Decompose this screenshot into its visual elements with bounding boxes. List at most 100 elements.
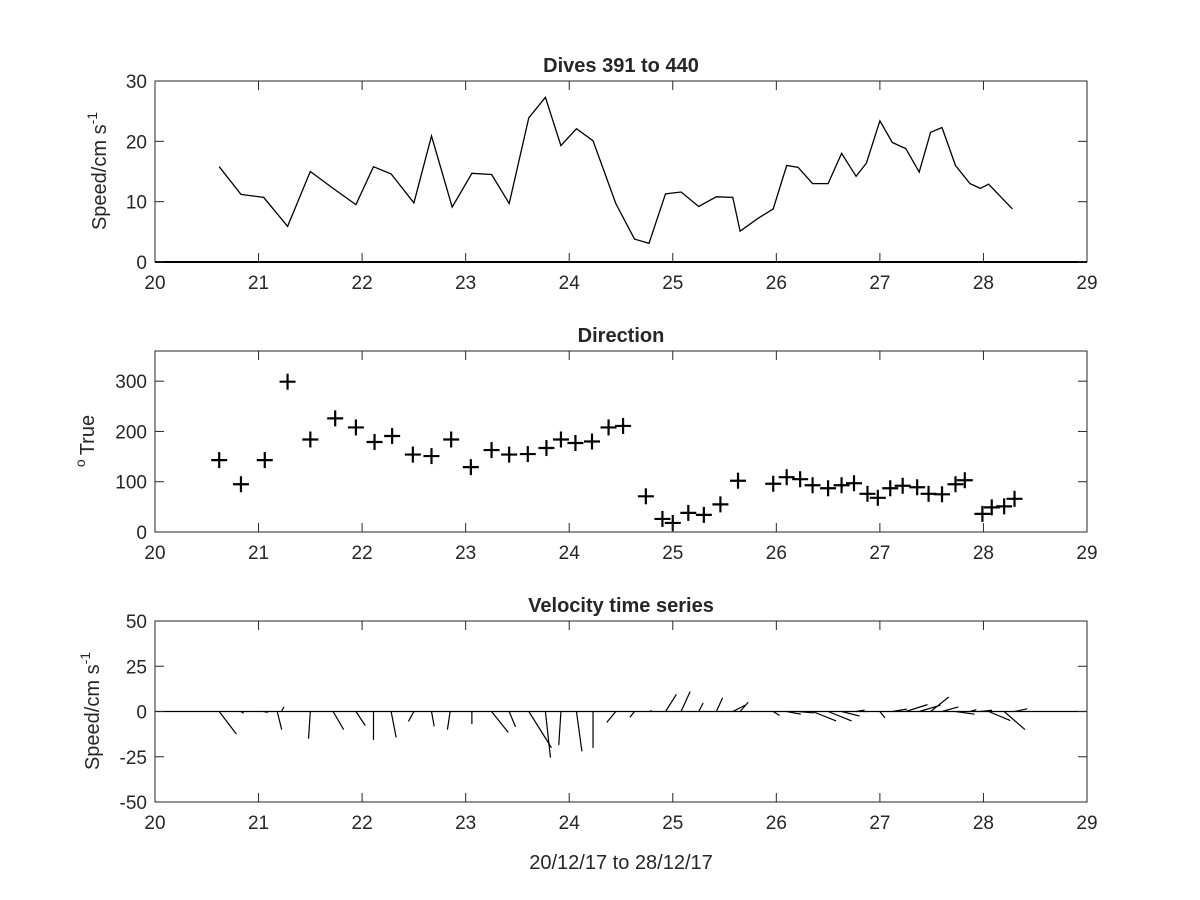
velocity-panel: 20 21 22 23 24 25 26 27 28 29 -50 -25 0 25 50 Velocity… [77, 595, 1098, 874]
velocity-stick [390, 711, 397, 738]
y-tick-label: 30 [126, 72, 147, 93]
direction-marker [384, 427, 401, 444]
direction-marker [712, 496, 729, 513]
direction-marker [404, 446, 421, 463]
direction-marker [833, 477, 850, 494]
direction-marker [956, 472, 973, 489]
x-tick-label: 23 [455, 813, 476, 834]
direction-marker [778, 469, 795, 486]
direction-marker [859, 485, 876, 502]
x-tick-label: 25 [662, 273, 683, 294]
y-tick-label: 0 [136, 703, 147, 724]
direction-marker [366, 434, 383, 451]
x-tick-label: 24 [559, 543, 581, 564]
x-tick-label: 21 [248, 543, 269, 564]
velocity-stick [698, 702, 704, 712]
x-tick-label: 27 [869, 543, 890, 564]
x-tick-label: 22 [352, 543, 373, 564]
x-tick-label: 26 [766, 813, 787, 834]
velocity-stick [969, 709, 977, 713]
y-tick-label: 25 [126, 657, 147, 678]
velocity-stick [955, 710, 975, 715]
velocity-stick [798, 710, 814, 714]
velocity-stick [855, 709, 865, 713]
y-tick-label: 0 [136, 523, 147, 544]
direction-marker [462, 459, 479, 476]
velocity-stick [307, 711, 311, 739]
direction-marker [1006, 490, 1023, 507]
direction-y-axis-label: o True [72, 415, 99, 467]
x-tick-label: 29 [1076, 543, 1097, 564]
direction-ticks: 20 21 22 23 24 25 26 27 28 29 0 100 200 300 [115, 351, 1098, 564]
direction-axes-box [154, 350, 1088, 533]
direction-marker [920, 485, 937, 502]
direction-chart-title: Direction [578, 325, 665, 347]
direction-marker [483, 442, 500, 459]
velocity-stick [276, 711, 283, 730]
velocity-stick [905, 704, 928, 713]
direction-marker [680, 504, 697, 521]
y-tick-label: 20 [126, 132, 147, 153]
x-tick-label: 21 [248, 813, 269, 834]
direction-marker [882, 480, 899, 497]
speed-y-axis-label-text: Speed/cm s [89, 124, 111, 230]
speed-ticks: 20 21 22 23 24 25 26 27 28 29 0 10 20 30 [126, 72, 1098, 294]
direction-marker [232, 476, 249, 493]
direction-marker [637, 488, 654, 505]
direction-marker [327, 410, 344, 427]
direction-marker [600, 419, 617, 436]
velocity-stick [446, 711, 451, 730]
direction-marker [792, 471, 809, 488]
direction-marker [423, 448, 440, 465]
x-tick-label: 20 [144, 813, 165, 834]
direction-marker [996, 498, 1013, 515]
y-tick-label: 0 [136, 253, 147, 274]
velocity-y-axis-label-superscript: -1 [77, 652, 93, 665]
velocity-stick [892, 708, 907, 713]
direction-marker [501, 446, 518, 463]
direction-y-axis-label-prefix: o [72, 459, 88, 467]
direction-panel: 20 21 22 23 24 25 26 27 28 29 0 100 200 300 Direction… [72, 325, 1098, 564]
x-tick-label: 27 [869, 273, 890, 294]
x-tick-label: 26 [766, 543, 787, 564]
y-tick-label: -25 [120, 748, 147, 769]
direction-marker [347, 419, 364, 436]
direction-marker [584, 433, 601, 450]
speed-axes-box [154, 80, 1088, 263]
velocity-stick [407, 711, 415, 722]
y-tick-label: 300 [115, 372, 147, 393]
direction-marker [552, 431, 569, 448]
direction-marker [894, 477, 911, 494]
x-tick-label: 28 [973, 273, 994, 294]
velocity-stick [629, 711, 635, 718]
direction-marker [279, 373, 296, 390]
x-tick-label: 28 [973, 543, 994, 564]
direction-marker [567, 435, 584, 452]
x-tick-label: 21 [248, 273, 269, 294]
direction-marker [211, 452, 228, 469]
velocity-stick [786, 710, 801, 715]
velocity-stick [841, 710, 860, 717]
velocity-stick [879, 711, 886, 719]
direction-marker [869, 489, 886, 506]
y-tick-label: 200 [115, 422, 147, 443]
velocity-stick [648, 710, 653, 713]
velocity-stick [827, 710, 852, 722]
velocity-stick [280, 706, 285, 712]
direction-marker [765, 475, 782, 492]
x-tick-label: 29 [1076, 813, 1097, 834]
x-tick-label: 28 [973, 813, 994, 834]
velocity-stick [988, 710, 1011, 722]
direction-y-axis-label-text: True [77, 415, 99, 455]
velocity-stick [732, 704, 746, 713]
direction-marker [615, 417, 632, 434]
velocity-stick [812, 710, 837, 722]
speed-y-axis-label: Speed/cm s-1 [84, 112, 111, 230]
y-tick-label: 10 [126, 193, 147, 214]
velocity-stick [1003, 711, 1026, 731]
velocity-ticks: 20 21 22 23 24 25 26 27 28 29 -50 -25 0 25 50 [120, 612, 1098, 834]
direction-marker [538, 440, 555, 457]
direction-marker [909, 479, 926, 496]
x-tick-label: 22 [352, 273, 373, 294]
